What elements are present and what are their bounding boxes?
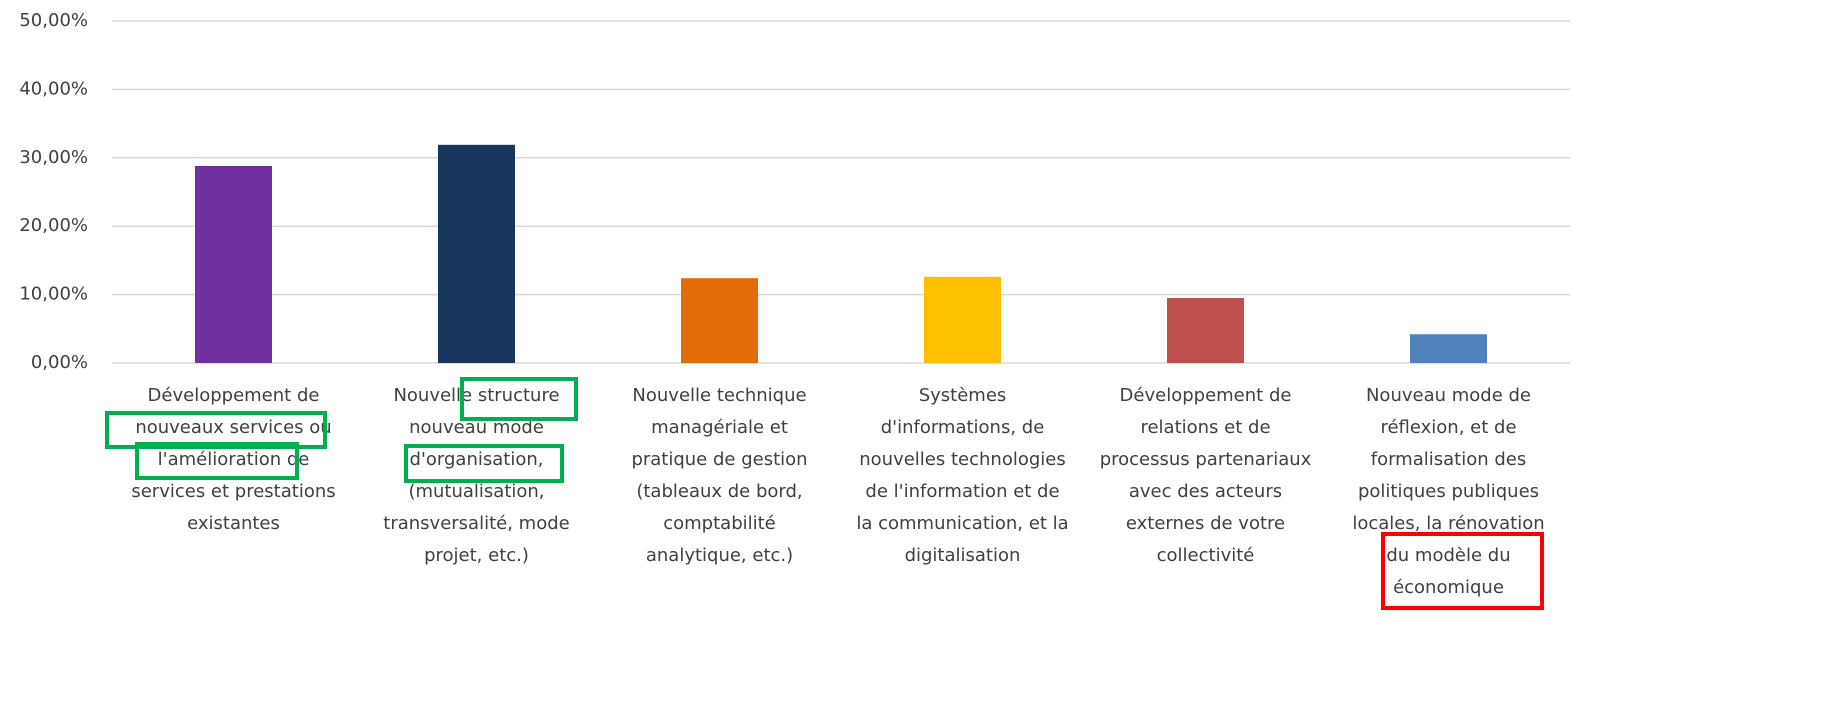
x-tick-label: (tableaux de bord, (636, 481, 802, 502)
x-tick-label: comptabilité (663, 513, 776, 534)
x-tick-label: Nouvelle structure (393, 385, 559, 406)
x-tick-label: du modèle du (1386, 545, 1510, 566)
x-tick-label: de l'information et de (865, 481, 1059, 502)
x-tick-label: externes de votre (1126, 513, 1285, 534)
bar (681, 278, 758, 363)
y-tick-label: 50,00% (19, 10, 88, 31)
x-tick-label: relations et de (1140, 417, 1270, 438)
x-tick-label: d'organisation, (410, 449, 544, 470)
x-tick-label: digitalisation (905, 545, 1021, 566)
highlight-box (135, 442, 299, 480)
x-tick-label: Systèmes (919, 385, 1007, 406)
x-tick-label: nouveau mode (409, 417, 544, 438)
bar (438, 144, 515, 363)
x-tick-label: managériale et (651, 417, 788, 438)
bar (924, 276, 1001, 363)
bar (195, 166, 272, 363)
x-tick-label: Nouveau mode de (1366, 385, 1531, 406)
highlight-box (1381, 532, 1544, 610)
x-tick-label: économique (1393, 577, 1504, 598)
x-tick-label: projet, etc.) (424, 545, 529, 566)
x-tick-label: l'amélioration de (158, 449, 310, 470)
y-tick-label: 20,00% (19, 215, 88, 236)
x-tick-label: formalisation des (1371, 449, 1527, 470)
x-tick-label: pratique de gestion (631, 449, 807, 470)
y-tick-label: 10,00% (19, 284, 88, 305)
x-tick-label: (mutualisation, (408, 481, 544, 502)
x-tick-label: processus partenariaux (1100, 449, 1312, 470)
highlight-box (105, 411, 327, 449)
x-tick-label: locales, la rénovation (1352, 513, 1544, 534)
x-tick-label: services et prestations (131, 481, 335, 502)
x-tick-label: la communication, et la (856, 513, 1068, 534)
x-tick-label: d'informations, de (881, 417, 1045, 438)
x-tick-label: Développement de (148, 385, 320, 406)
x-tick-label: nouveaux services ou (135, 417, 331, 438)
x-tick-label: avec des acteurs (1129, 481, 1282, 502)
x-tick-label: politiques publiques (1358, 481, 1539, 502)
y-tick-label: 0,00% (31, 352, 88, 373)
highlight-box (404, 444, 564, 483)
x-tick-label: existantes (187, 513, 280, 534)
x-tick-label: analytique, etc.) (646, 545, 793, 566)
y-tick-label: 40,00% (19, 78, 88, 99)
y-tick-label: 30,00% (19, 147, 88, 168)
bar (1167, 298, 1244, 363)
x-tick-label: réflexion, et de (1380, 417, 1516, 438)
x-tick-label: collectivité (1157, 545, 1255, 566)
x-tick-label: transversalité, mode (383, 513, 569, 534)
highlight-box (460, 377, 578, 421)
bar (1410, 334, 1487, 363)
x-tick-label: Développement de (1120, 385, 1292, 406)
x-tick-label: Nouvelle technique (632, 385, 806, 406)
x-tick-label: nouvelles technologies (859, 449, 1065, 470)
